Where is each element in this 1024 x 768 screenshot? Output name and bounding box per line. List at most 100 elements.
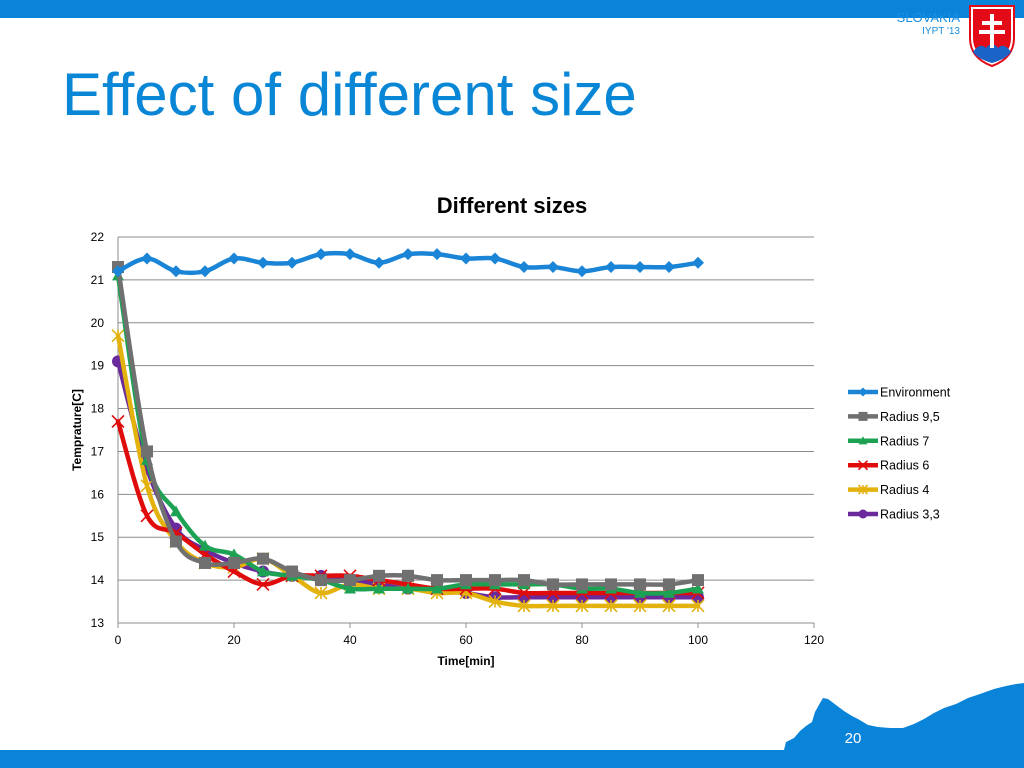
legend-marker	[858, 509, 868, 519]
data-point	[460, 252, 472, 265]
data-point	[344, 582, 356, 594]
legend-marker	[858, 436, 868, 445]
data-point	[314, 586, 328, 600]
x-tick-label: 60	[459, 633, 473, 647]
data-point	[402, 248, 414, 261]
data-point	[228, 556, 240, 569]
legend-label: Environment	[880, 386, 951, 400]
data-point	[576, 265, 588, 278]
data-point	[605, 578, 617, 591]
top-band	[0, 0, 1024, 18]
data-point	[257, 565, 269, 577]
legend-item: Environment	[848, 386, 951, 400]
event-brand: SLOVAKIA IYPT '13	[897, 10, 960, 39]
data-point	[199, 539, 211, 551]
legend-label: Radius 9,5	[880, 410, 940, 424]
series-0	[112, 248, 704, 278]
data-point	[257, 552, 269, 565]
data-point	[199, 556, 211, 569]
data-point	[373, 582, 385, 594]
data-point	[112, 265, 124, 278]
data-point	[518, 261, 530, 274]
legend-item: Radius 6	[848, 459, 929, 473]
data-point	[518, 574, 530, 587]
data-point	[111, 414, 125, 428]
data-point	[402, 582, 414, 594]
y-tick-label: 15	[91, 530, 105, 544]
y-tick-label: 14	[91, 573, 105, 587]
data-point	[576, 578, 588, 591]
series-2	[112, 269, 704, 598]
data-point	[286, 256, 298, 269]
data-point	[140, 509, 154, 523]
data-point	[431, 582, 443, 594]
legend-label: Radius 4	[880, 483, 929, 497]
data-point	[286, 565, 298, 578]
legend-label: Radius 7	[880, 434, 929, 448]
data-point	[633, 599, 647, 613]
y-tick-label: 20	[91, 316, 105, 330]
data-point	[170, 535, 182, 548]
page-number: 20	[844, 730, 862, 747]
data-point	[431, 248, 443, 261]
legend-item: Radius 7	[848, 434, 929, 448]
data-point	[488, 594, 502, 609]
data-point	[199, 265, 211, 278]
data-point	[547, 578, 559, 591]
data-point	[315, 248, 327, 261]
legend-marker	[858, 387, 868, 397]
data-point	[663, 586, 675, 598]
y-tick-label: 17	[91, 444, 105, 458]
series-line	[115, 264, 701, 587]
data-point	[170, 265, 182, 278]
legend-marker	[858, 411, 868, 421]
event-label: IYPT '13	[922, 26, 960, 37]
data-point	[489, 252, 501, 265]
data-point	[373, 256, 385, 269]
bottom-band	[0, 750, 1024, 768]
data-point	[170, 505, 182, 517]
legend-item: Radius 9,5	[848, 410, 940, 424]
y-axis-label: Temprature[C]	[70, 389, 84, 471]
y-tick-label: 19	[91, 359, 105, 373]
data-point	[604, 599, 618, 613]
y-tick-label: 13	[91, 616, 105, 630]
data-point	[662, 599, 676, 613]
data-point	[344, 248, 356, 261]
data-point	[344, 574, 356, 587]
y-tick-label: 18	[91, 402, 105, 416]
slide-title: Effect of different size	[62, 61, 637, 128]
legend-marker	[857, 484, 869, 495]
legend-item: Radius 3,3	[848, 508, 940, 522]
data-point	[111, 329, 125, 343]
data-point	[257, 256, 269, 269]
data-point	[228, 548, 240, 560]
data-point	[547, 261, 559, 274]
data-point	[140, 479, 154, 493]
series-1	[112, 261, 704, 591]
x-tick-label: 0	[115, 633, 122, 647]
data-point	[373, 569, 385, 582]
x-tick-label: 40	[343, 633, 357, 647]
data-point	[663, 578, 675, 591]
series-4	[111, 329, 705, 613]
data-point	[489, 574, 501, 587]
data-point	[256, 577, 270, 591]
legend-item: Radius 4	[848, 483, 929, 497]
data-point	[402, 569, 414, 582]
data-point	[634, 578, 646, 591]
y-tick-label: 21	[91, 273, 105, 287]
data-point	[228, 252, 240, 265]
data-point	[575, 599, 589, 613]
x-tick-label: 120	[804, 633, 824, 647]
data-point	[634, 586, 646, 598]
y-tick-label: 16	[91, 487, 105, 501]
slovak-coat-of-arms-icon	[969, 5, 1015, 68]
x-tick-label: 20	[227, 633, 241, 647]
legend: Environment Radius 9,5 Radius 7 Radius 6 Rad…	[848, 386, 951, 522]
data-point	[663, 261, 675, 274]
data-point	[691, 599, 705, 613]
x-axis-label: Time[min]	[437, 654, 494, 668]
data-point	[692, 574, 704, 587]
